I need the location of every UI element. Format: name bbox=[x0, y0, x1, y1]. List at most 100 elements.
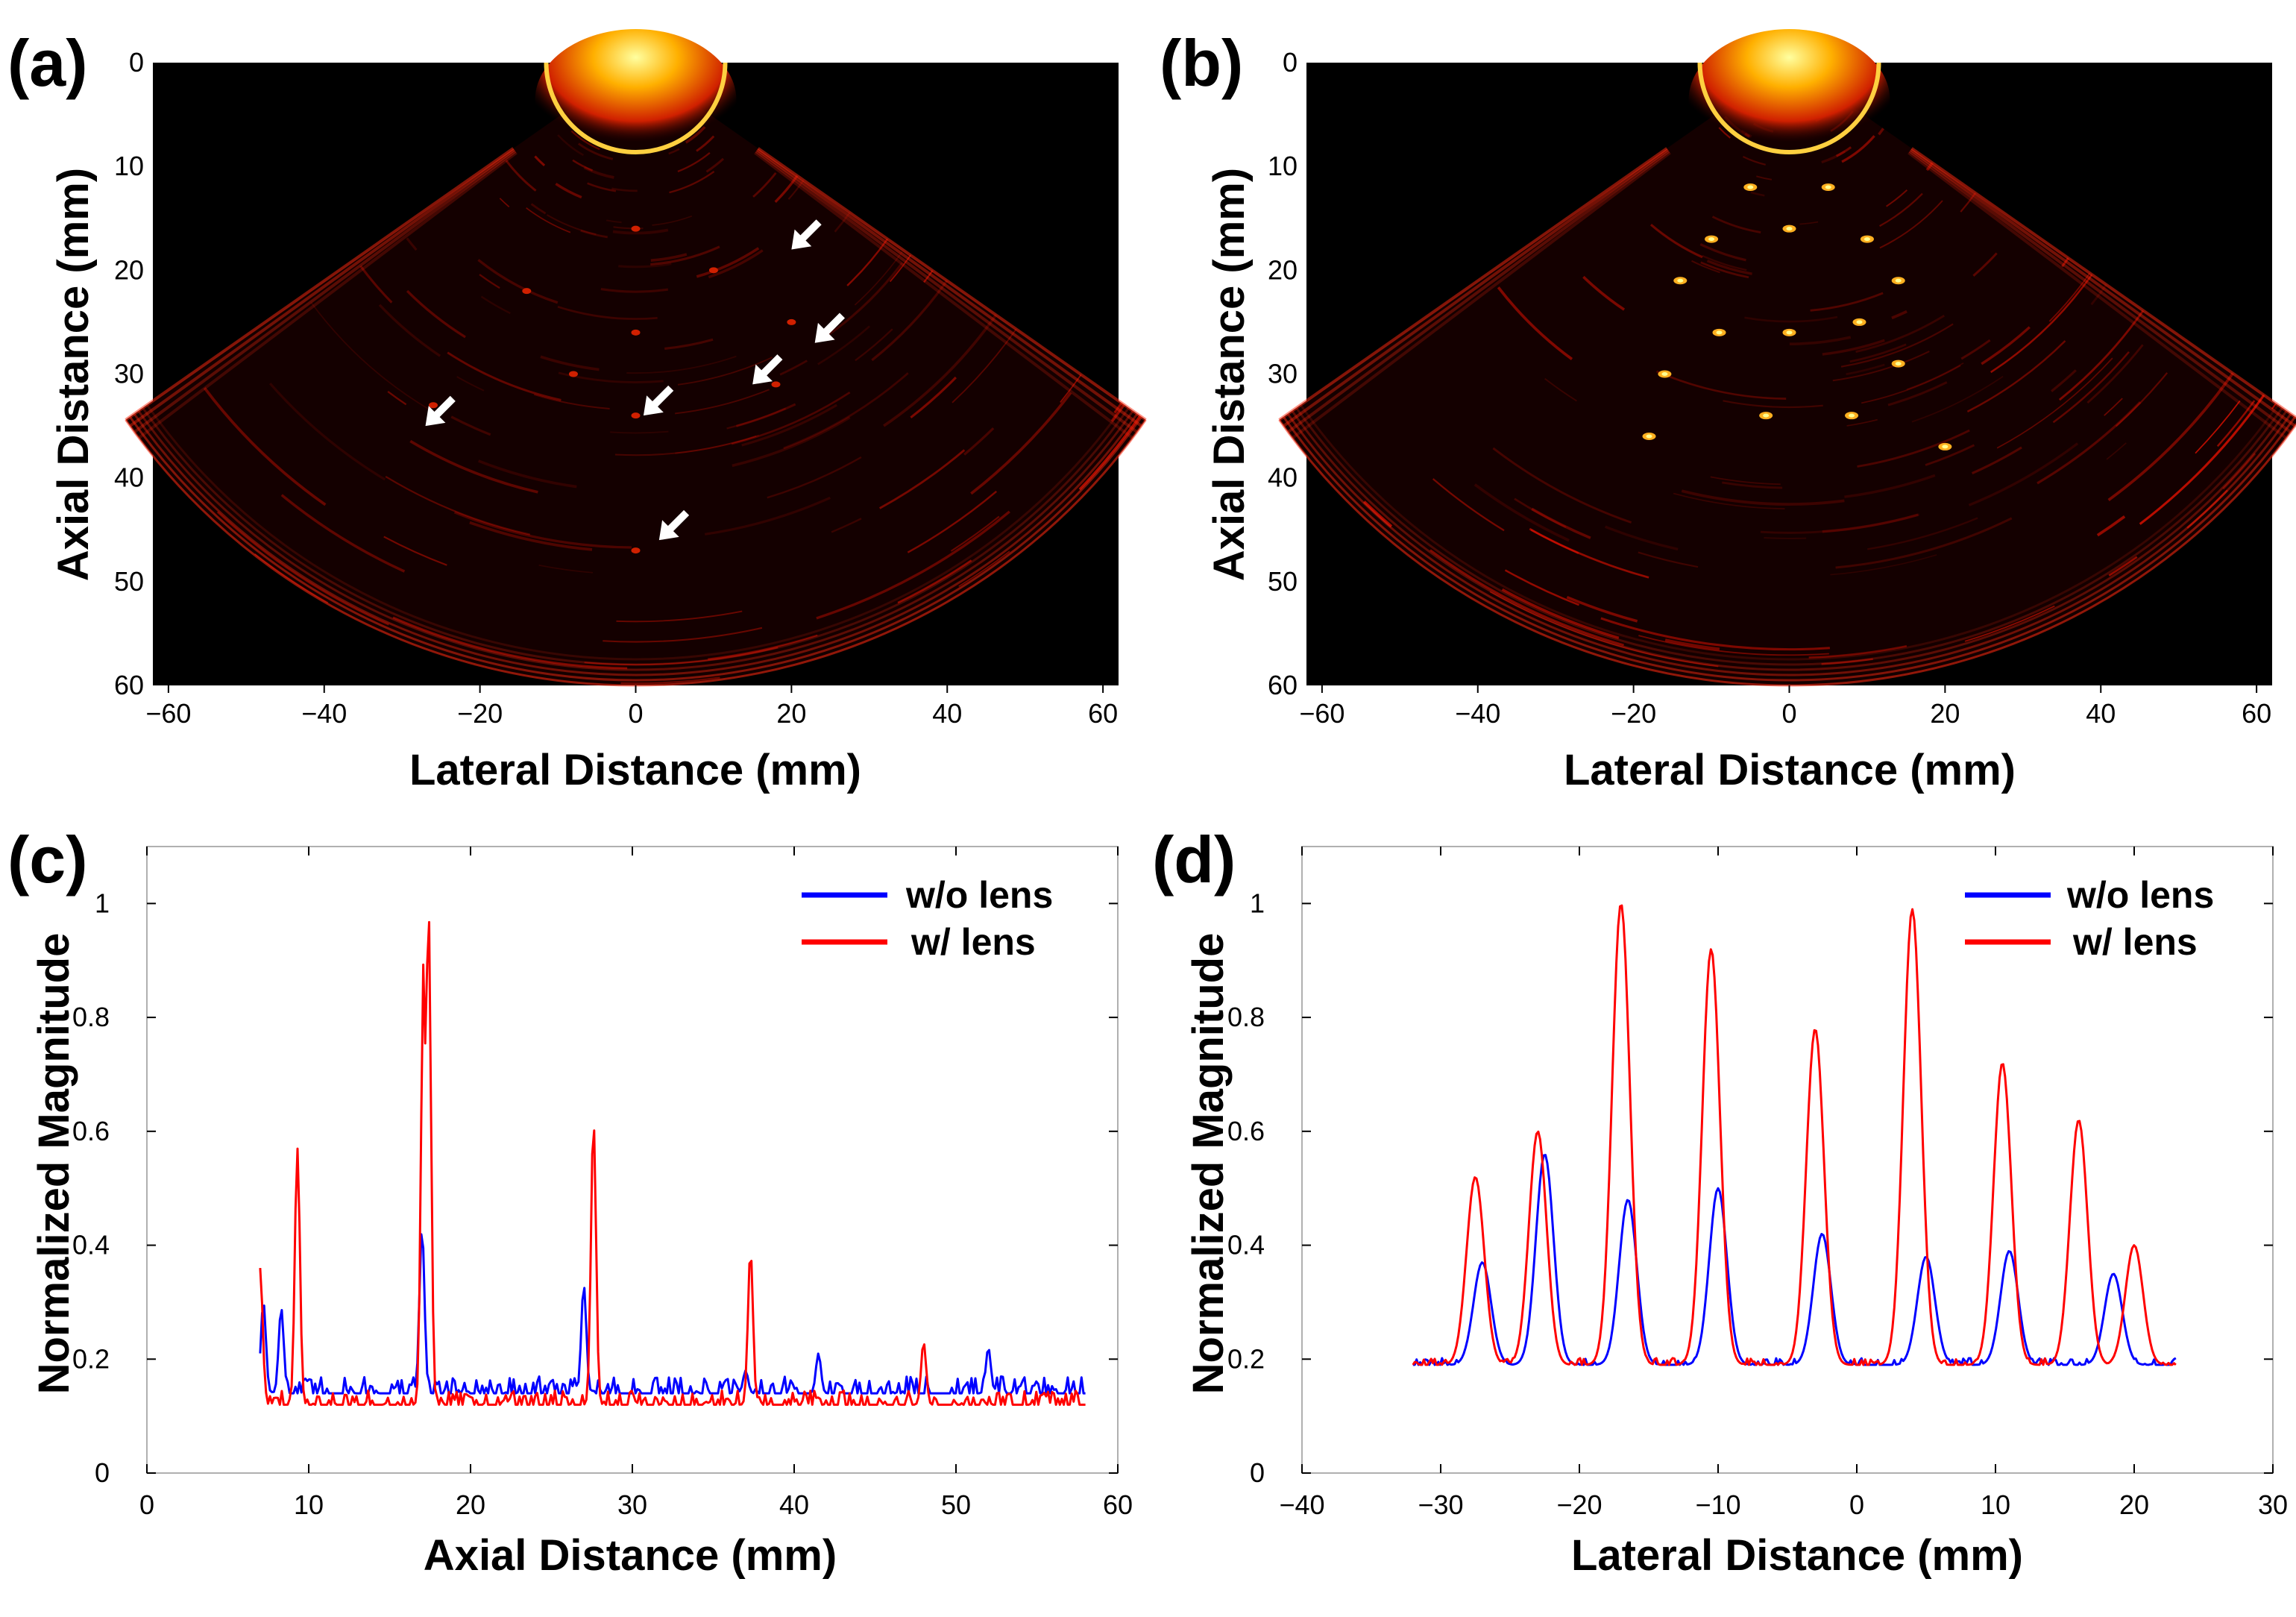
panel-c: (c) 0 10 20 30 40 50 60 0 0.2 0.4 0.6 0.8 1 w/o lens… bbox=[7, 823, 1133, 1580]
y-tick-label: 0 bbox=[1250, 1457, 1265, 1488]
x-tick-label: 0 bbox=[1849, 1489, 1864, 1520]
speckle-arc bbox=[2115, 372, 2168, 427]
bottom-boundary-arc bbox=[1283, 416, 2296, 682]
speckle-arc bbox=[783, 372, 909, 450]
speckle-arc bbox=[1911, 375, 2004, 423]
y-tick-label: 1 bbox=[95, 888, 110, 918]
speckle-arc bbox=[652, 215, 693, 226]
plot-lines-d bbox=[1412, 904, 2177, 1366]
sector-edge bbox=[1287, 150, 1670, 433]
speckle-arc bbox=[558, 371, 664, 383]
x-tick-label: −40 bbox=[1279, 1489, 1324, 1520]
speckle-arc bbox=[1968, 442, 2079, 506]
sector-edge bbox=[1907, 151, 2288, 439]
sector-edge bbox=[1283, 148, 1669, 427]
bottom-boundary-arc bbox=[1278, 419, 2296, 687]
speckle-arc bbox=[538, 564, 594, 574]
speckle-arc bbox=[855, 328, 893, 362]
point-target bbox=[631, 547, 641, 554]
speckle-arc bbox=[1764, 537, 1807, 540]
speckle-arc bbox=[611, 187, 638, 192]
y-tick-label: 40 bbox=[114, 462, 144, 493]
speckle-arc bbox=[499, 198, 510, 208]
x-tick-label: 30 bbox=[617, 1489, 647, 1520]
point-target bbox=[428, 402, 438, 409]
transducer-face bbox=[544, 62, 728, 154]
speckle-arc bbox=[1430, 549, 1624, 647]
sector-edge bbox=[1910, 148, 2296, 427]
speckle-arc bbox=[613, 226, 644, 230]
speckle-arc bbox=[1699, 243, 1746, 262]
sector-edge bbox=[1291, 151, 1671, 439]
ultrasound-image-b bbox=[1278, 29, 2296, 687]
speckle-arc bbox=[696, 247, 760, 278]
point-target-core bbox=[1786, 227, 1793, 231]
y-tick-label: 50 bbox=[114, 566, 144, 597]
speckle-arc bbox=[1638, 551, 1699, 568]
panel-label-a: (a) bbox=[7, 26, 88, 100]
y-tick-label: 0.2 bbox=[1227, 1343, 1265, 1374]
point-target bbox=[771, 381, 781, 388]
speckle-arc bbox=[2036, 401, 2142, 485]
speckle-arc bbox=[816, 510, 1010, 620]
speckle-arc bbox=[614, 435, 757, 456]
speckle-arc bbox=[546, 214, 597, 236]
speckle-arc bbox=[958, 550, 1010, 587]
legend-label-w-lens-d: w/ lens bbox=[2072, 921, 2198, 963]
speckle-arc bbox=[1504, 569, 1579, 606]
speckle-arc bbox=[650, 253, 688, 263]
speckle-arc bbox=[1722, 481, 1783, 489]
legend-label-w-lens-c: w/ lens bbox=[910, 921, 1036, 963]
legend-label-wo-lens-c: w/o lens bbox=[905, 874, 1053, 916]
speckle-arc bbox=[1432, 478, 1505, 532]
speckle-arc bbox=[1566, 595, 1638, 623]
point-target-core bbox=[1895, 362, 1902, 366]
point-target-core bbox=[1856, 320, 1863, 324]
point-target-core bbox=[1786, 330, 1793, 335]
x-tick-label: −20 bbox=[1556, 1489, 1602, 1520]
speckle-arc bbox=[477, 459, 577, 489]
annotation-arrow bbox=[814, 313, 846, 343]
speckle-arc bbox=[963, 427, 995, 456]
speckle-arc bbox=[1849, 343, 1907, 363]
speckle-arc bbox=[1750, 191, 1765, 197]
annotation-arrow bbox=[752, 354, 783, 385]
point-target-core bbox=[1747, 185, 1754, 189]
point-target-core bbox=[1708, 237, 1715, 242]
series-line-wo-lens bbox=[259, 1233, 1086, 1395]
annotation-arrow bbox=[791, 219, 822, 250]
speckle-arc bbox=[583, 166, 614, 179]
x-tick-label: 40 bbox=[779, 1489, 809, 1520]
sector-edge bbox=[129, 148, 515, 427]
speckle-arc bbox=[2186, 489, 2228, 529]
series-line-w-lens bbox=[259, 920, 1086, 1406]
legend-c: w/o lens w/ lens bbox=[802, 874, 1053, 963]
speckle-arc bbox=[555, 183, 582, 199]
speckle-arc bbox=[618, 263, 672, 269]
speckle-arc bbox=[1887, 381, 1948, 406]
x-tick-label: −40 bbox=[1455, 698, 1500, 729]
speckle-arc bbox=[677, 151, 711, 173]
speckle-arc bbox=[708, 249, 764, 279]
speckle-arc bbox=[1879, 200, 1943, 249]
speckle-arc bbox=[505, 160, 537, 192]
speckle-arc bbox=[526, 207, 571, 233]
bottom-boundary-arc bbox=[1299, 404, 2280, 661]
speckle-arc bbox=[600, 288, 669, 293]
y-tick-label: 20 bbox=[114, 254, 144, 285]
plot-lines-c bbox=[259, 920, 1086, 1406]
speckle-arc bbox=[1681, 489, 1845, 506]
speckle-arc bbox=[669, 170, 715, 194]
speckle-arc bbox=[450, 415, 491, 436]
speckle-arc bbox=[606, 219, 622, 224]
speckle-arc bbox=[479, 274, 500, 289]
x-tick-label: −10 bbox=[1695, 1489, 1740, 1520]
y-tick-label: 10 bbox=[1268, 151, 1298, 181]
x-tick-label: 10 bbox=[1981, 1489, 2010, 1520]
speckle-arc bbox=[385, 476, 531, 536]
speckle-arc bbox=[831, 518, 862, 533]
x-tick-label: 20 bbox=[456, 1489, 485, 1520]
speckle-arc bbox=[540, 355, 600, 371]
panel-a: (a) −60 −40 −20 0 20 40 60 0 10 20 30 40 50 60 Latera… bbox=[7, 26, 1147, 794]
speckle-arc bbox=[387, 391, 407, 406]
